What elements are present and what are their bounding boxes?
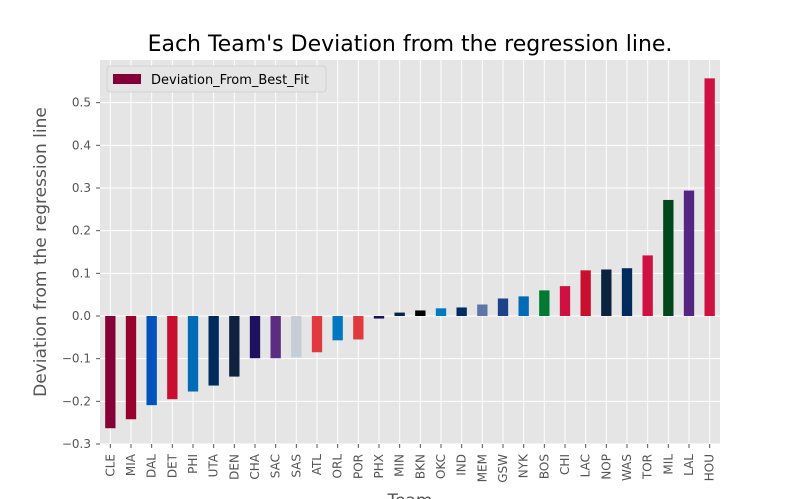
bar-mia — [125, 316, 137, 420]
y-tick-label: 0.1 — [72, 266, 91, 280]
bars — [105, 78, 715, 429]
y-tick-label: 0.0 — [72, 309, 91, 323]
bar-orl — [332, 316, 343, 341]
x-tick-label: DAL — [145, 454, 159, 478]
x-tick-label: IND — [455, 454, 469, 476]
x-tick-label: DET — [165, 453, 179, 478]
y-tick-label: −0.2 — [62, 394, 91, 408]
x-tick-label: CHA — [248, 453, 262, 479]
x-tick-label: CHI — [558, 454, 572, 475]
x-tick-label: SAS — [289, 454, 303, 478]
x-axis-ticks: CLE MIA DAL DET PHI UTA DEN CHA SAC SAS ATL ORL POR P… — [103, 444, 717, 483]
bar-hou — [704, 78, 715, 316]
x-tick-label: MIN — [393, 454, 407, 477]
x-tick-label: POR — [351, 454, 365, 479]
x-tick-label: MEM — [475, 454, 489, 482]
x-tick-label: BOS — [537, 454, 551, 479]
bar-nyk — [518, 296, 529, 316]
bar-lal — [683, 190, 695, 316]
bar-phx — [373, 316, 385, 319]
legend-label: Deviation_From_Best_Fit — [151, 73, 309, 88]
x-tick-label: LAL — [682, 454, 696, 476]
legend-box — [106, 65, 327, 93]
bar-den — [229, 316, 240, 377]
y-tick-label: 0.2 — [72, 224, 91, 238]
x-tick-label: MIL — [661, 454, 675, 475]
x-tick-label: GSW — [496, 454, 510, 483]
bar-lac — [580, 270, 591, 316]
x-tick-label: DEN — [227, 454, 241, 480]
bar-was — [621, 268, 633, 316]
x-tick-label: LAC — [579, 454, 593, 477]
x-tick-label: ATL — [310, 454, 324, 476]
bar-cle — [105, 316, 116, 429]
chart-title: Each Team's Deviation from the regressio… — [148, 32, 673, 57]
x-tick-label: MIA — [124, 453, 138, 476]
x-tick-label: HOU — [703, 454, 717, 481]
bar-ind — [456, 307, 467, 316]
y-tick-label: −0.1 — [62, 352, 91, 366]
bar-okc — [435, 308, 447, 316]
bar-sas — [291, 316, 302, 358]
x-tick-label: NOP — [599, 454, 613, 480]
legend-swatch — [113, 74, 141, 84]
y-tick-label: −0.3 — [62, 437, 91, 451]
y-tick-label: 0.5 — [72, 96, 91, 110]
x-tick-label: SAC — [269, 454, 283, 478]
bar-mil — [663, 199, 674, 316]
bar-min — [394, 312, 405, 316]
bar-cha — [249, 316, 261, 359]
x-tick-label: NYK — [517, 453, 531, 478]
bar-nop — [601, 269, 612, 316]
bar-atl — [311, 316, 323, 353]
bar-sac — [270, 316, 281, 359]
y-tick-label: 0.3 — [72, 181, 91, 195]
bar-phi — [187, 316, 199, 392]
bar-por — [353, 316, 364, 340]
bar-dal — [146, 316, 157, 406]
x-tick-label: BKN — [413, 454, 427, 479]
x-tick-label: PHX — [372, 454, 386, 478]
bar-uta — [208, 316, 219, 386]
plot-background — [100, 60, 720, 444]
legend: Deviation_From_Best_Fit — [106, 65, 327, 93]
y-tick-label: 0.4 — [72, 138, 91, 152]
y-axis-ticks: −0.3 −0.2 −0.1 0.0 0.1 0.2 0.3 0.4 0.5 — [62, 96, 100, 451]
x-tick-label: CLE — [103, 454, 117, 477]
x-tick-label: WAS — [620, 454, 634, 481]
bar-gsw — [497, 298, 509, 316]
bar-det — [167, 316, 178, 400]
bar-chi — [559, 286, 571, 316]
x-axis-label: Team — [387, 491, 433, 499]
y-axis-label: Deviation from the regression line — [31, 107, 51, 397]
bar-mem — [477, 304, 488, 316]
bar-bkn — [415, 310, 426, 316]
x-tick-label: PHI — [186, 454, 200, 474]
x-tick-label: TOR — [641, 454, 655, 480]
x-tick-label: UTA — [207, 453, 221, 477]
x-tick-label: OKC — [434, 454, 448, 479]
bar-tor — [642, 255, 653, 316]
x-tick-label: ORL — [331, 454, 345, 479]
bar-bos — [539, 290, 550, 316]
